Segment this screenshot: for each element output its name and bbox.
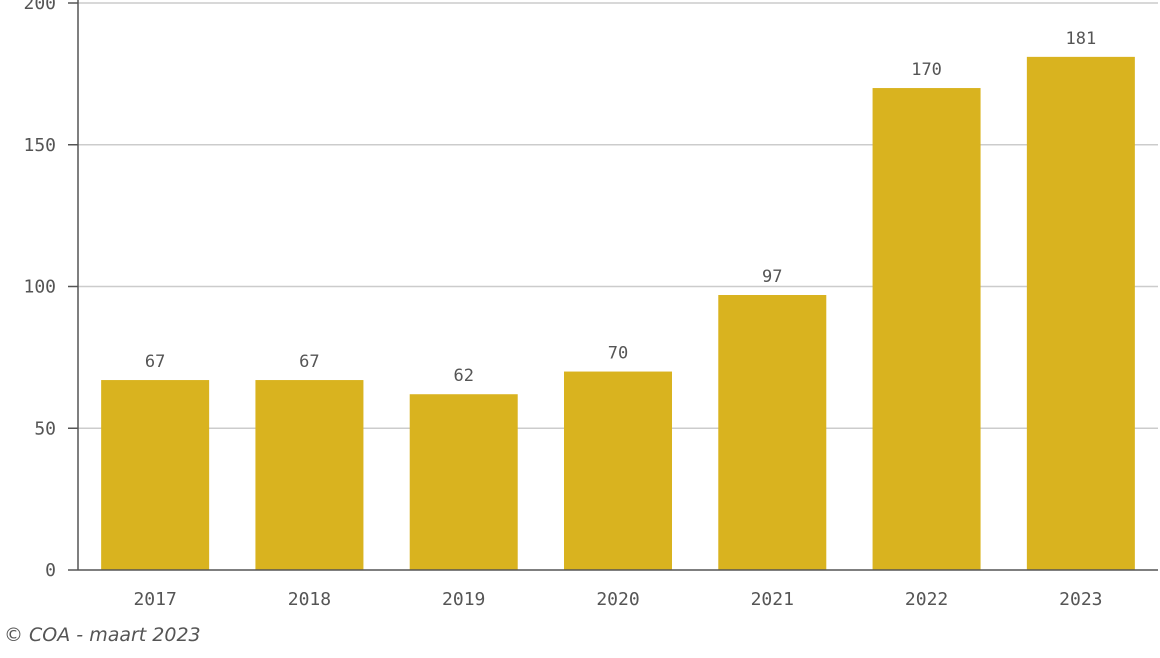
y-tick-label: 100	[23, 277, 56, 298]
bar	[1026, 56, 1135, 571]
bar	[409, 394, 518, 570]
bar-value-label: 62	[453, 366, 473, 386]
x-tick-label: 2018	[288, 589, 331, 610]
y-tick-label: 200	[23, 0, 56, 14]
x-tick-label: 2019	[442, 589, 485, 610]
labels: 0 50 100 150 200 67 2017 67 2018 62 2019 70 2020 97 20…	[23, 0, 1102, 610]
y-tick-label: 0	[45, 560, 56, 581]
x-tick-label: 2020	[596, 589, 639, 610]
bar	[872, 88, 981, 571]
y-tick-label: 150	[23, 135, 56, 156]
bar-value-label: 170	[911, 60, 942, 80]
gridlines	[78, 2, 1158, 429]
bar	[255, 380, 364, 570]
bar	[718, 295, 827, 570]
y-tick-label: 50	[34, 418, 56, 439]
bar-value-label: 67	[145, 352, 165, 372]
copyright-credit: © COA - maart 2023	[4, 624, 201, 646]
bar-value-label: 70	[608, 344, 628, 364]
axes	[68, 0, 1158, 571]
x-tick-label: 2022	[905, 589, 948, 610]
bar	[101, 380, 210, 570]
bar	[564, 371, 672, 570]
bar-value-label: 181	[1065, 29, 1096, 49]
x-tick-label: 2023	[1059, 589, 1102, 610]
bar-value-label: 97	[762, 267, 782, 287]
x-tick-label: 2017	[133, 589, 176, 610]
bars	[101, 56, 1135, 571]
x-tick-label: 2021	[751, 589, 794, 610]
bar-value-label: 67	[299, 352, 319, 372]
